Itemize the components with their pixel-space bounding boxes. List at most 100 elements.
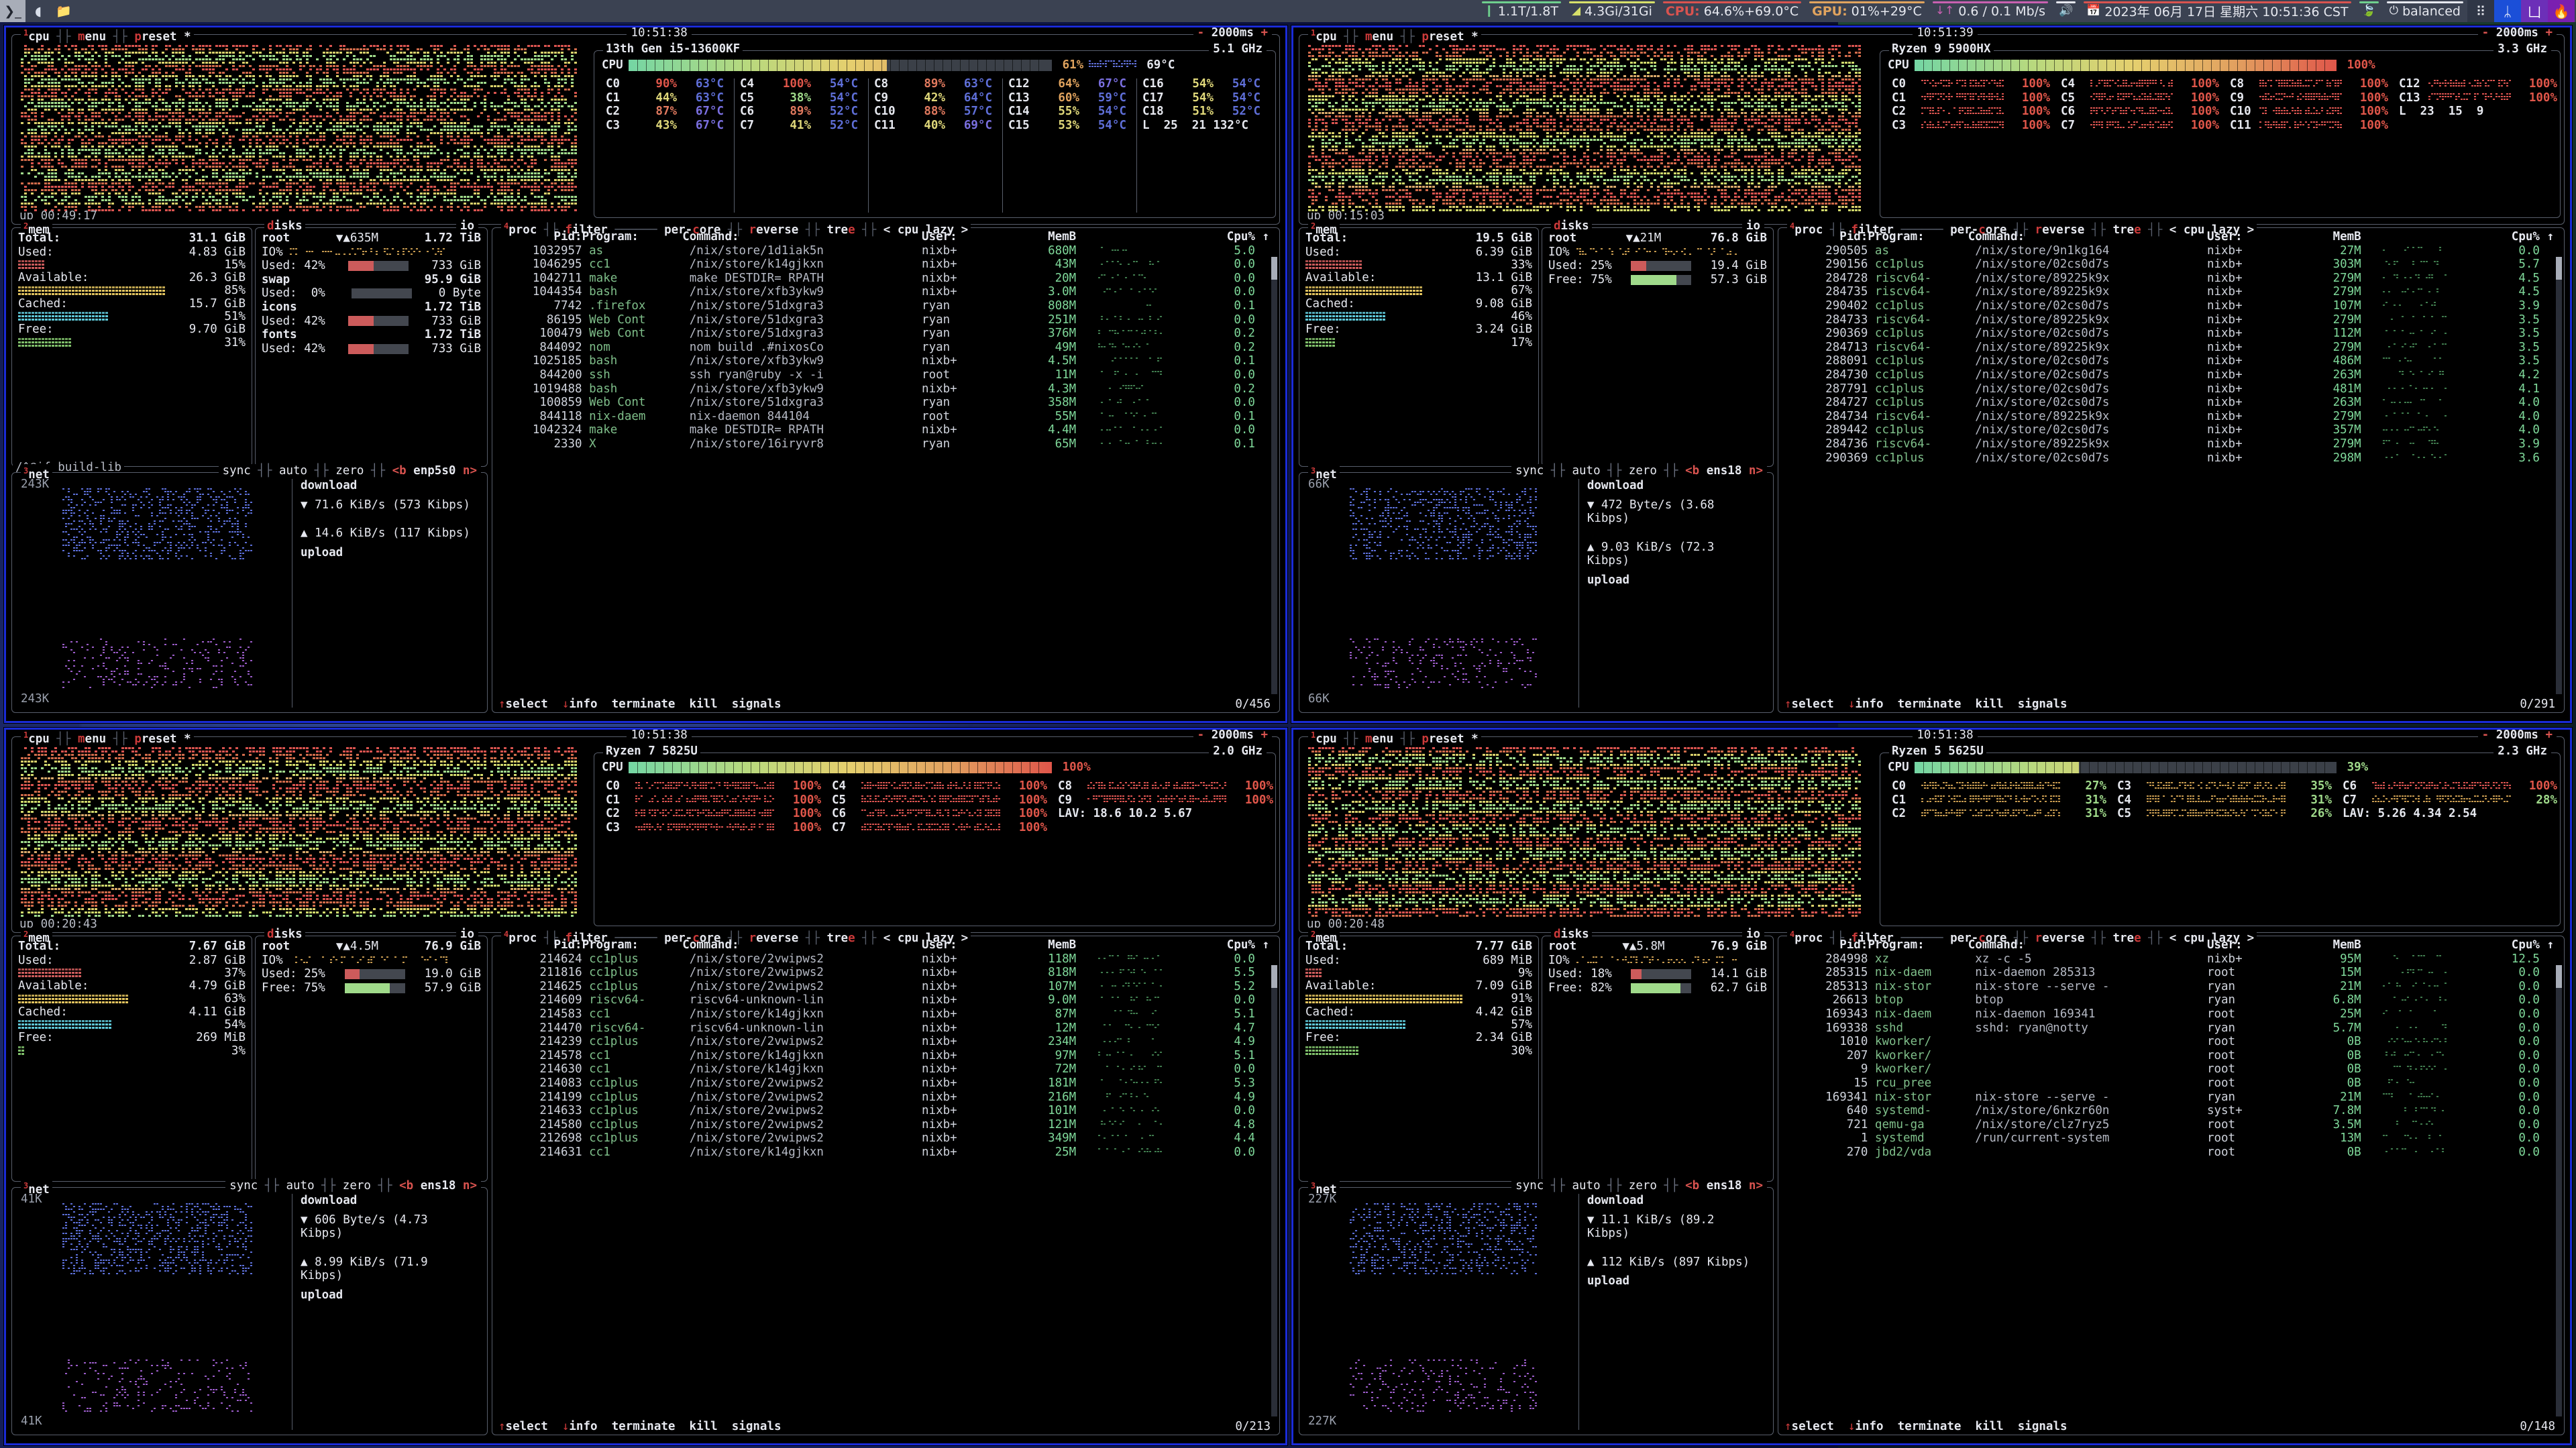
network-speed[interactable]: ↓↑ 0.6 / 0.1 Mb/s [1929,0,2052,22]
net-interface-selector[interactable]: <b [1685,464,1707,478]
footer-kill[interactable]: kill [1976,698,2018,711]
table-row[interactable]: 290402 cc1plus /nix/store/02cs0d7s nixb+ 1… [1783,299,2554,313]
net-zero-toggle[interactable]: zero [1629,464,1657,478]
footer-kill[interactable]: kill [690,698,732,711]
table-row[interactable]: 1042711 make make DESTDIR= RPATH nixb+ 20M… [497,272,1269,286]
table-row[interactable]: 211816 cc1plus /nix/store/2vwipws2 nixb+ 8… [497,966,1269,980]
table-row[interactable]: 214578 cc1 /nix/store/k14gjkxn nixb+ 97M 5.… [497,1049,1269,1063]
table-row[interactable]: 287791 cc1plus /nix/store/02cs0d7s nixb+ 4… [1783,382,2554,396]
bluetooth-icon[interactable]: ᛦ [2494,0,2521,22]
table-row[interactable]: 214624 cc1plus /nix/store/2vwipws2 nixb+ 1… [497,952,1269,966]
footer-kill[interactable]: kill [690,1420,732,1433]
interval-plus-button[interactable]: + [1254,728,1268,742]
process-header-0[interactable]: Pid: [1783,938,1868,952]
footer-kill[interactable]: kill [1976,1420,2018,1433]
process-header-5[interactable]: Cpu% ↑ [2469,230,2554,244]
net-sync-toggle[interactable]: sync [1515,1179,1544,1192]
scrollbar-thumb[interactable] [2556,257,2562,280]
table-row[interactable]: 284730 cc1plus /nix/store/02cs0d7s nixb+ 2… [1783,368,2554,382]
process-header-5[interactable]: Cpu% ↑ [1184,938,1269,952]
table-row[interactable]: 100859 Web Cont /nix/store/51dxgra3 ryan 3… [497,396,1269,410]
process-header-3[interactable]: User: [922,938,1007,952]
process-header-4[interactable]: MemB [2292,938,2361,952]
table-row[interactable]: 214239 cc1plus /nix/store/2vwipws2 nixb+ 2… [497,1035,1269,1049]
table-row[interactable]: 169338 sshd sshd: ryan@notty ryan 5.7M 0.0 [1783,1021,2554,1036]
net-sync-toggle[interactable]: sync [223,464,251,478]
process-header-1[interactable]: Program: [1868,938,1968,952]
table-row[interactable]: 284735 riscv64- /nix/store/89225k9x nixb+… [1783,285,2554,299]
process-header-1[interactable]: Program: [1868,230,1968,244]
memory-usage[interactable]: ◢ 4.3Gi/31Gi [1565,0,1659,22]
tab-preset[interactable]: preset * [134,30,191,44]
process-header-0[interactable]: Pid: [497,938,582,952]
net-interface-selector[interactable]: <b [1685,1179,1707,1192]
table-row[interactable]: 284736 riscv64- /nix/store/89225k9x nixb+… [1783,437,2554,451]
tab-preset[interactable]: preset * [1421,30,1478,44]
table-row[interactable]: 288091 cc1plus /nix/store/02cs0d7s nixb+ 4… [1783,354,2554,368]
table-row[interactable]: 100479 Web Cont /nix/store/51dxgra3 ryan 3… [497,327,1269,341]
tab-preset[interactable]: preset * [1421,732,1478,746]
table-row[interactable]: 214580 cc1plus /nix/store/2vwipws2 nixb+ 1… [497,1118,1269,1132]
tab-menu[interactable]: menu [78,732,106,746]
net-interface-selector[interactable]: <b [392,464,414,478]
process-scrollbar[interactable] [1271,257,1277,694]
table-row[interactable]: 15 rcu_pree root 0B 0.0 [1783,1076,2554,1091]
scrollbar-thumb[interactable] [2556,965,2562,988]
net-zero-toggle[interactable]: zero [343,1179,371,1192]
footer-signals[interactable]: signals [2018,1420,2082,1433]
tab-menu[interactable]: menu [1365,732,1393,746]
table-row[interactable]: 214199 cc1plus /nix/store/2vwipws2 nixb+ 2… [497,1091,1269,1105]
footer-info[interactable]: ↓info [1848,1420,1898,1433]
footer-signals[interactable]: signals [732,1420,796,1433]
table-row[interactable]: 290369 cc1plus /nix/store/02cs0d7s nixb+ 2… [1783,451,2554,465]
footer-signals[interactable]: signals [2018,698,2082,711]
table-row[interactable]: 284998 xz xz -c -5 nixb+ 95M 12.5 [1783,952,2554,966]
table-row[interactable]: 9 kworker/ root 0B 0.0 [1783,1062,2554,1076]
interval-minus-button[interactable]: - [1197,728,1212,742]
table-row[interactable]: 1044354 bash /nix/store/xfb3ykw9 nixb+ 3.0… [497,285,1269,299]
process-header-2[interactable]: Command: [1968,230,2207,244]
net-sync-toggle[interactable]: sync [1515,464,1544,478]
clock[interactable]: 📅 2023年 06月 17日 星期六 10:51:36 CST [2080,0,2355,22]
net-zero-toggle[interactable]: zero [1629,1179,1657,1192]
table-row[interactable]: 284734 riscv64- /nix/store/89225k9x nixb+… [1783,410,2554,424]
scrollbar-thumb[interactable] [1271,257,1277,280]
cpu-usage[interactable]: CPU: 64.6%+69.0°C [1659,0,1805,22]
footer-select[interactable]: ↑select [1784,1420,1848,1433]
tab-menu[interactable]: menu [78,30,106,44]
net-auto-toggle[interactable]: auto [279,464,307,478]
process-header-3[interactable]: User: [2207,938,2292,952]
table-row[interactable]: 169343 nix-daem nix-daemon 169341 root 25M… [1783,1007,2554,1021]
footer-info[interactable]: ↓info [562,1420,612,1433]
volume-indicator[interactable]: 🔊 [2052,0,2080,22]
browser-launcher[interactable]: ◖ [25,0,51,22]
table-row[interactable]: 721 qemu-ga /nix/store/clz7ryz5 root 3.5M 0… [1783,1118,2554,1132]
footer-select[interactable]: ↑select [498,698,562,711]
tab-cpu[interactable]: cpu [28,732,50,746]
process-header-3[interactable]: User: [2207,230,2292,244]
table-row[interactable]: 214583 cc1 /nix/store/k14gjkxn nixb+ 87M 5.… [497,1007,1269,1021]
table-row[interactable]: 1010 kworker/ root 0B 0.0 [1783,1035,2554,1049]
process-header-2[interactable]: Command: [1968,938,2207,952]
process-header-3[interactable]: User: [922,230,1007,244]
process-header-5[interactable]: Cpu% ↑ [2469,938,2554,952]
table-row[interactable]: 290369 cc1plus /nix/store/02cs0d7s nixb+ 1… [1783,327,2554,341]
process-header-1[interactable]: Program: [582,938,683,952]
table-row[interactable]: 290156 cc1plus /nix/store/02cs0d7s nixb+ 3… [1783,258,2554,272]
interval-plus-button[interactable]: + [2538,26,2553,40]
table-row[interactable]: 214609 riscv64- riscv64-unknown-lin nixb+… [497,993,1269,1007]
interval-minus-button[interactable]: - [2482,26,2496,40]
process-scrollbar[interactable] [2556,257,2562,694]
firewall-icon[interactable]: 🔥 [2548,0,2575,22]
table-row[interactable]: 844092 nom nom build .#nixosCo ryan 49M 0.2 [497,341,1269,355]
table-row[interactable]: 169341 nix-stor nix-store --serve - ryan 2… [1783,1091,2554,1105]
footer-signals[interactable]: signals [732,698,796,711]
process-scrollbar[interactable] [1271,965,1277,1416]
table-row[interactable]: 290505 as /nix/store/9n1kg164 nixb+ 27M 0.0 [1783,244,2554,258]
table-row[interactable]: 214631 cc1 /nix/store/k14gjkxn nixb+ 25M 0.… [497,1146,1269,1160]
table-row[interactable]: 640 systemd- /nix/store/6nkzr60n syst+ 7.8… [1783,1104,2554,1118]
footer-info[interactable]: ↓info [1848,698,1898,711]
filemanager-launcher[interactable]: 📁 [51,0,76,22]
table-row[interactable]: 1025185 bash /nix/store/xfb3ykw9 nixb+ 4.5… [497,354,1269,368]
interval-plus-button[interactable]: + [1254,26,1268,40]
